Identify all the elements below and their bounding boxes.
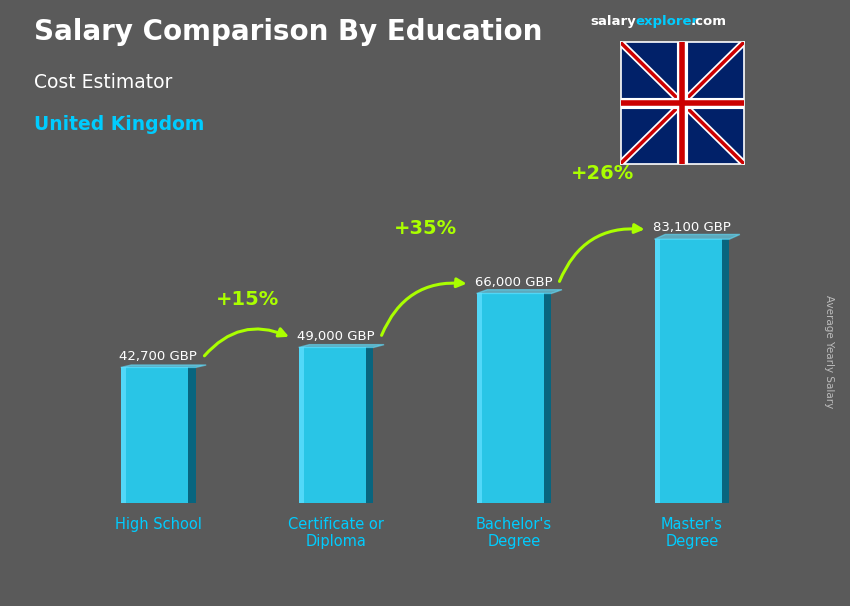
Text: 83,100 GBP: 83,100 GBP (653, 221, 731, 235)
FancyArrowPatch shape (382, 279, 463, 335)
Polygon shape (654, 235, 740, 239)
Text: Average Yearly Salary: Average Yearly Salary (824, 295, 834, 408)
Bar (121, 367, 126, 503)
Polygon shape (121, 365, 207, 367)
Text: +35%: +35% (394, 219, 456, 238)
Polygon shape (298, 345, 384, 347)
Polygon shape (477, 290, 562, 293)
Bar (722, 239, 729, 503)
Text: +26%: +26% (571, 164, 635, 184)
Bar (654, 239, 729, 503)
Bar (121, 367, 196, 503)
Bar (298, 347, 373, 503)
Bar (544, 293, 552, 503)
FancyArrowPatch shape (205, 329, 286, 356)
Bar (477, 293, 482, 503)
Text: 42,700 GBP: 42,700 GBP (119, 350, 197, 362)
Text: Cost Estimator: Cost Estimator (34, 73, 173, 92)
Text: 66,000 GBP: 66,000 GBP (475, 276, 552, 288)
Text: salary: salary (591, 15, 637, 28)
Bar (366, 347, 373, 503)
Bar (298, 347, 304, 503)
FancyArrowPatch shape (559, 225, 641, 281)
Text: .com: .com (690, 15, 726, 28)
Bar (188, 367, 196, 503)
Text: +15%: +15% (215, 290, 279, 309)
Text: Salary Comparison By Education: Salary Comparison By Education (34, 18, 542, 46)
Bar (654, 239, 660, 503)
Text: explorer: explorer (636, 15, 699, 28)
Bar (477, 293, 552, 503)
Text: United Kingdom: United Kingdom (34, 115, 204, 134)
Text: 49,000 GBP: 49,000 GBP (298, 330, 375, 342)
